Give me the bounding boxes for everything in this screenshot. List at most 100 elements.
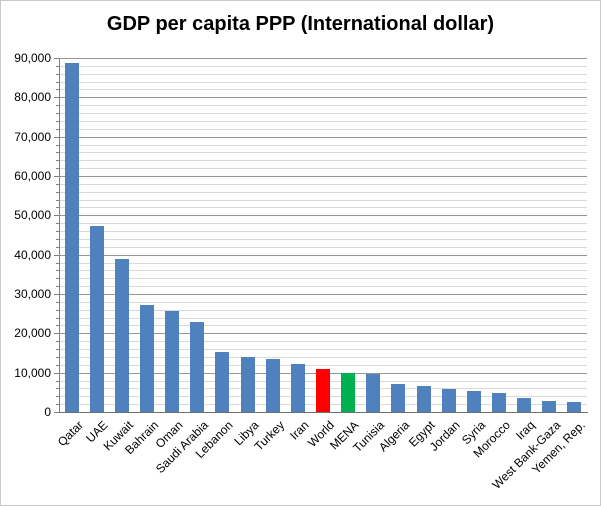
minor-gridline bbox=[59, 89, 587, 90]
minor-gridline bbox=[59, 239, 587, 240]
minor-gridline bbox=[59, 302, 587, 303]
bar-oman[interactable] bbox=[165, 311, 179, 412]
bar-bahrain[interactable] bbox=[140, 305, 154, 412]
bar-saudi-arabia[interactable] bbox=[190, 322, 204, 412]
bar-iraq[interactable] bbox=[517, 398, 531, 412]
bar-turkey[interactable] bbox=[266, 359, 280, 412]
y-tick-label: 20,000 bbox=[14, 326, 51, 340]
minor-gridline bbox=[59, 192, 587, 193]
minor-tick-mark bbox=[56, 231, 59, 232]
bar-west-bank-gaza[interactable] bbox=[542, 401, 556, 412]
minor-tick-mark bbox=[56, 396, 59, 397]
minor-tick-mark bbox=[56, 365, 59, 366]
minor-tick-mark bbox=[56, 381, 59, 382]
bar-libya[interactable] bbox=[241, 357, 255, 412]
y-tick-label: 50,000 bbox=[14, 208, 51, 222]
minor-gridline bbox=[59, 168, 587, 169]
minor-gridline bbox=[59, 247, 587, 248]
minor-gridline bbox=[59, 286, 587, 287]
minor-tick-mark bbox=[56, 113, 59, 114]
minor-gridline bbox=[59, 113, 587, 114]
minor-gridline bbox=[59, 152, 587, 153]
plot-area bbox=[59, 58, 587, 412]
chart-title: GDP per capita PPP (International dollar… bbox=[106, 13, 495, 35]
y-tick-label: 40,000 bbox=[14, 248, 51, 262]
minor-gridline bbox=[59, 270, 587, 271]
minor-tick-mark bbox=[56, 247, 59, 248]
minor-tick-mark bbox=[56, 270, 59, 271]
minor-tick-mark bbox=[56, 184, 59, 185]
minor-tick-mark bbox=[56, 357, 59, 358]
bar-lebanon[interactable] bbox=[215, 352, 229, 412]
minor-gridline bbox=[59, 105, 587, 106]
major-tick-mark bbox=[54, 137, 59, 138]
bar-syria[interactable] bbox=[467, 391, 481, 412]
minor-tick-mark bbox=[56, 121, 59, 122]
bar-jordan[interactable] bbox=[442, 389, 456, 412]
bar-qatar[interactable] bbox=[65, 63, 79, 412]
minor-tick-mark bbox=[56, 325, 59, 326]
major-tick-mark bbox=[54, 255, 59, 256]
minor-gridline bbox=[59, 278, 587, 279]
major-gridline bbox=[59, 215, 587, 216]
major-tick-mark bbox=[54, 333, 59, 334]
minor-tick-mark bbox=[56, 239, 59, 240]
minor-gridline bbox=[59, 207, 587, 208]
minor-tick-mark bbox=[56, 129, 59, 130]
minor-tick-mark bbox=[56, 152, 59, 153]
minor-gridline bbox=[59, 231, 587, 232]
major-gridline bbox=[59, 294, 587, 295]
minor-tick-mark bbox=[56, 286, 59, 287]
minor-tick-mark bbox=[56, 82, 59, 83]
bar-algeria[interactable] bbox=[391, 384, 405, 412]
minor-tick-mark bbox=[56, 318, 59, 319]
major-tick-mark bbox=[54, 294, 59, 295]
major-tick-mark bbox=[54, 97, 59, 98]
minor-tick-mark bbox=[56, 74, 59, 75]
minor-gridline bbox=[59, 325, 587, 326]
bar-tunisia[interactable] bbox=[366, 374, 380, 412]
minor-gridline bbox=[59, 160, 587, 161]
minor-tick-mark bbox=[56, 404, 59, 405]
minor-gridline bbox=[59, 310, 587, 311]
minor-tick-mark bbox=[56, 66, 59, 67]
bar-egypt[interactable] bbox=[417, 386, 431, 412]
minor-tick-mark bbox=[56, 278, 59, 279]
major-gridline bbox=[59, 97, 587, 98]
y-axis-line bbox=[59, 58, 60, 412]
minor-gridline bbox=[59, 263, 587, 264]
minor-tick-mark bbox=[56, 223, 59, 224]
minor-gridline bbox=[59, 66, 587, 67]
bar-kuwait[interactable] bbox=[115, 259, 129, 412]
major-tick-mark bbox=[54, 58, 59, 59]
bar-iran[interactable] bbox=[291, 364, 305, 412]
y-tick-label: 80,000 bbox=[14, 90, 51, 104]
major-gridline bbox=[59, 58, 587, 59]
y-tick-label: 60,000 bbox=[14, 169, 51, 183]
minor-gridline bbox=[59, 341, 587, 342]
bar-uae[interactable] bbox=[90, 226, 104, 412]
minor-gridline bbox=[59, 145, 587, 146]
bar-world[interactable] bbox=[316, 369, 330, 412]
minor-tick-mark bbox=[56, 302, 59, 303]
major-tick-mark bbox=[54, 412, 59, 413]
minor-tick-mark bbox=[56, 200, 59, 201]
minor-tick-mark bbox=[56, 89, 59, 90]
y-tick-label: 0 bbox=[44, 405, 51, 419]
major-tick-mark bbox=[54, 373, 59, 374]
y-tick-label: 70,000 bbox=[14, 130, 51, 144]
major-gridline bbox=[59, 176, 587, 177]
minor-gridline bbox=[59, 74, 587, 75]
bar-morocco[interactable] bbox=[492, 393, 506, 412]
minor-tick-mark bbox=[56, 145, 59, 146]
x-tick-label-qatar: Qatar bbox=[54, 418, 86, 450]
bar-mena[interactable] bbox=[341, 373, 355, 412]
bar-yemen-rep[interactable] bbox=[567, 402, 581, 412]
minor-gridline bbox=[59, 349, 587, 350]
minor-tick-mark bbox=[56, 310, 59, 311]
minor-tick-mark bbox=[56, 192, 59, 193]
minor-tick-mark bbox=[56, 349, 59, 350]
minor-gridline bbox=[59, 223, 587, 224]
minor-gridline bbox=[59, 357, 587, 358]
